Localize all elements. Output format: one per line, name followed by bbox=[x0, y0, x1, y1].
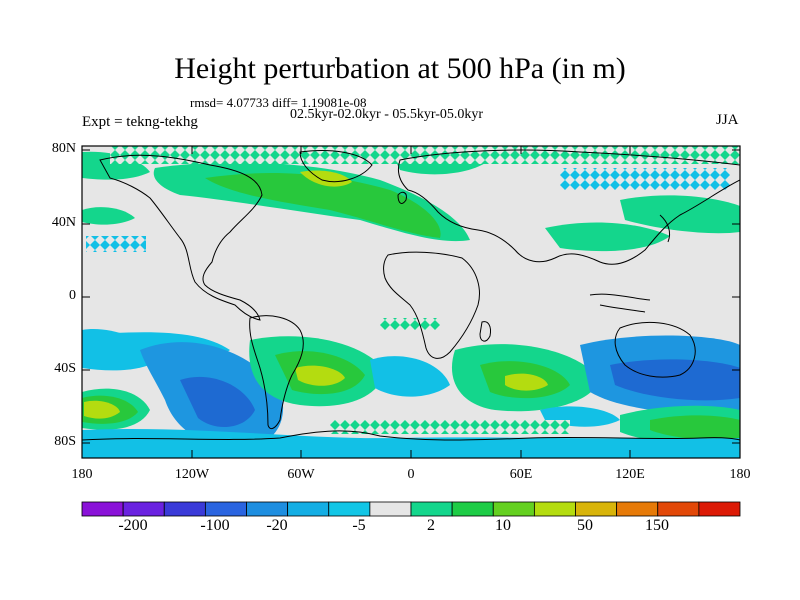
period-label: 02.5kyr-02.0kyr - 05.5kyr-05.0kyr bbox=[290, 107, 484, 122]
yellow-core-left-south bbox=[84, 400, 120, 419]
lat-label-80s: 80S bbox=[54, 434, 76, 449]
axis-ticks bbox=[81, 146, 741, 458]
colorbar-label: -100 bbox=[200, 517, 230, 534]
lon-label-120w: 120W bbox=[174, 467, 210, 482]
dotted-band-eurasia bbox=[560, 168, 730, 190]
colorbar-box bbox=[410, 501, 453, 517]
coast-uk bbox=[397, 191, 407, 204]
colorbar-box bbox=[533, 501, 576, 517]
colorbar-label: -20 bbox=[266, 517, 288, 534]
green-patch-npac-west bbox=[82, 207, 135, 225]
colorbar-box bbox=[204, 501, 247, 517]
colorbar-box bbox=[575, 501, 618, 517]
lon-label-180e: 180 bbox=[729, 467, 751, 482]
dotted-band-atlantic bbox=[86, 236, 146, 252]
coast-madagascar bbox=[479, 321, 491, 342]
green-core-north-atlantic bbox=[205, 173, 441, 238]
colorbar-label: 2 bbox=[427, 517, 435, 534]
colorbar-label: 150 bbox=[645, 517, 669, 534]
colorbar-label: 10 bbox=[495, 517, 511, 534]
colorbar-box bbox=[698, 501, 741, 517]
coast-south-america bbox=[249, 315, 304, 430]
coast-indonesia bbox=[589, 293, 651, 313]
colorbar-box bbox=[657, 501, 700, 517]
lat-label-40n: 40N bbox=[51, 215, 76, 230]
lon-label-120e: 120E bbox=[615, 467, 645, 482]
colorbar-box bbox=[369, 501, 412, 517]
lat-label-0: 0 bbox=[69, 288, 76, 303]
green-patch-nepacific bbox=[620, 195, 740, 234]
colorbar-box bbox=[163, 501, 206, 517]
experiment-label: Expt = tekng-tekhg bbox=[82, 114, 198, 130]
colorbar-box bbox=[616, 501, 659, 517]
yellow-core-south-atlantic bbox=[295, 365, 345, 386]
colorbar-label: -200 bbox=[118, 517, 148, 534]
blue-core-south-australia bbox=[610, 359, 740, 401]
lon-label-180w: 180 bbox=[71, 467, 93, 482]
coast-japan bbox=[659, 214, 671, 243]
contour-fields bbox=[82, 146, 740, 458]
lon-label-60e: 60E bbox=[509, 467, 533, 482]
colorbar-box bbox=[287, 501, 330, 517]
season-label: JJA bbox=[716, 112, 739, 128]
blue-core-south-pacific bbox=[180, 376, 255, 428]
lat-label-80n: 80N bbox=[51, 141, 76, 156]
cyan-patch-north-pacific bbox=[82, 151, 150, 180]
lon-label-0: 0 bbox=[407, 467, 415, 482]
colorbar-box bbox=[246, 501, 289, 517]
green-core-southeast bbox=[650, 415, 740, 440]
lat-label-40s: 40S bbox=[54, 361, 76, 376]
figure-title: Height perturbation at 500 hPa (in m) bbox=[174, 52, 626, 85]
colorbar bbox=[81, 501, 741, 517]
colorbar-box bbox=[492, 501, 535, 517]
blue-south-atlantic bbox=[370, 356, 450, 397]
coast-north-america bbox=[99, 154, 263, 321]
colorbar-box bbox=[451, 501, 494, 517]
coast-eurasia bbox=[397, 149, 740, 265]
colorbar-box bbox=[328, 501, 371, 517]
coastlines bbox=[82, 149, 740, 441]
blue-band-antarctic bbox=[82, 428, 740, 458]
lon-label-60w: 60W bbox=[287, 467, 315, 482]
dotted-band-south2 bbox=[380, 318, 440, 330]
coast-greenland bbox=[299, 150, 373, 183]
colorbar-label: -5 bbox=[352, 517, 366, 534]
dotted-band-south bbox=[330, 420, 570, 434]
colorbar-label: 50 bbox=[577, 517, 593, 534]
colorbar-box bbox=[122, 501, 165, 517]
coast-africa bbox=[383, 251, 480, 359]
blue-patch-asia bbox=[545, 222, 670, 252]
colorbar-box bbox=[81, 501, 124, 517]
coast-australia bbox=[614, 321, 696, 378]
dotted-band-arctic bbox=[110, 146, 740, 164]
stats-label: rmsd= 4.07733 diff= 1.19081e-08 bbox=[190, 95, 367, 110]
yellow-core-south-indian bbox=[505, 373, 548, 391]
coast-antarctica bbox=[82, 430, 740, 441]
